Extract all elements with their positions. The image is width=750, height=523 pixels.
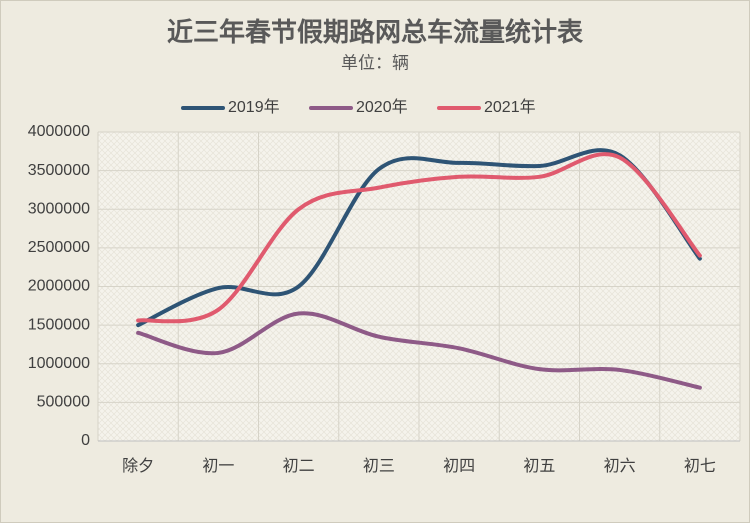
x-tick-label: 初二 bbox=[283, 457, 315, 475]
x-tick-label: 除夕 bbox=[122, 457, 154, 475]
y-tick-label: 1500000 bbox=[28, 316, 90, 333]
line-series bbox=[136, 152, 702, 324]
x-tick-label: 初四 bbox=[443, 457, 475, 475]
y-tick-label: 4000000 bbox=[28, 123, 90, 140]
y-tick-label: 2000000 bbox=[28, 278, 90, 295]
x-tick-label: 初六 bbox=[604, 457, 636, 475]
y-tick-label: 0 bbox=[81, 432, 90, 449]
y-tick-label: 3500000 bbox=[28, 162, 90, 179]
line-series bbox=[136, 148, 702, 328]
legend-label: 2021年 bbox=[484, 98, 536, 116]
line-series bbox=[136, 311, 702, 390]
y-tick-label: 1000000 bbox=[28, 355, 90, 372]
legend-label: 2020年 bbox=[356, 98, 408, 116]
x-tick-label: 初三 bbox=[363, 457, 395, 475]
x-tick-label: 初五 bbox=[523, 457, 555, 475]
y-tick-label: 2500000 bbox=[28, 239, 90, 256]
chart-title: 近三年春节假期路网总车流量统计表 bbox=[167, 17, 584, 47]
y-tick-label: 3000000 bbox=[28, 200, 90, 217]
legend-label: 2019年 bbox=[228, 98, 280, 116]
y-tick-label: 500000 bbox=[37, 394, 90, 411]
chart-subtitle: 单位：辆 bbox=[341, 53, 409, 72]
x-tick-label: 初一 bbox=[202, 457, 234, 475]
x-tick-label: 初七 bbox=[684, 457, 716, 475]
